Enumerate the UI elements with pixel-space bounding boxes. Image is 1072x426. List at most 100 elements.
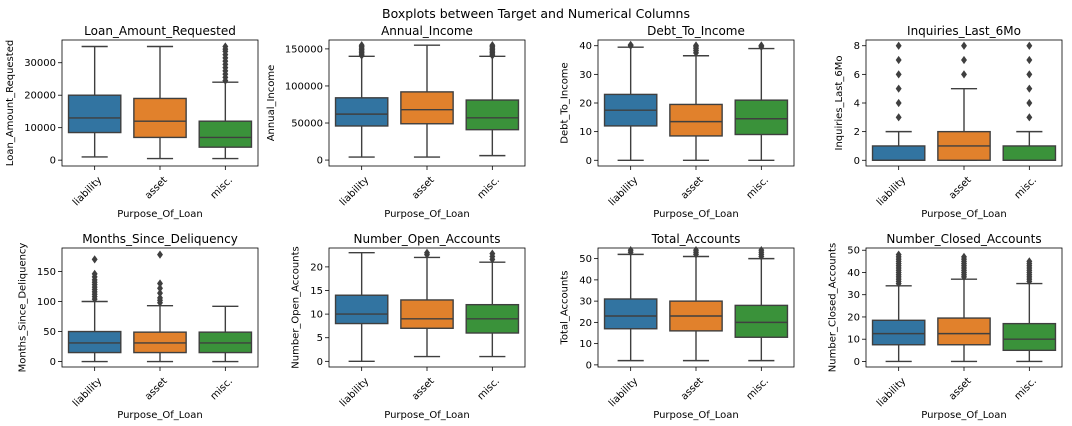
x-tick-label: misc.	[1013, 175, 1039, 201]
outlier-point	[961, 70, 967, 79]
y-axis-label: Months_Since_Deliquency	[17, 243, 28, 373]
y-tick-label: 30	[847, 290, 860, 301]
x-tick-label: liability	[875, 175, 908, 208]
y-tick-label: 20	[310, 262, 323, 273]
subplot: Loan_Amount_Requested 0 10000 20000 30000 Loa…	[5, 24, 259, 220]
outlier-point	[157, 288, 163, 298]
x-axis-label: Purpose_Of_Loan	[384, 410, 470, 421]
y-tick-label: 50	[847, 246, 860, 257]
outlier-point	[895, 41, 902, 50]
x-axis-label: Purpose_Of_Loan	[921, 410, 1007, 421]
box-asset	[133, 45, 187, 160]
box-asset	[937, 41, 991, 161]
outlier-point	[91, 269, 98, 278]
box-asset	[400, 44, 454, 158]
y-tick-label: 150000	[285, 44, 323, 55]
subplot-title: Inquiries_Last_6Mo	[907, 24, 1021, 38]
y-tick-label: 20	[579, 318, 592, 329]
y-tick-label: 20	[847, 312, 860, 323]
subplot: Total_Accounts 0 10 20 30 40 50 Total_Accountsl…	[560, 232, 795, 421]
outlier-point	[895, 113, 902, 122]
box-iqr	[133, 97, 187, 139]
outlier-point	[157, 279, 163, 288]
outlier-point	[157, 250, 163, 259]
outlier-point	[222, 42, 229, 51]
box-liability	[871, 250, 926, 363]
subplot-title: Number_Closed_Accounts	[886, 232, 1041, 246]
box-iqr	[1002, 145, 1057, 161]
box-misc.	[1002, 41, 1057, 161]
y-axis-label: Number_Open_Accounts	[291, 246, 302, 368]
y-axis-label: Annual_Income	[266, 65, 277, 142]
box-liability	[67, 45, 122, 158]
outlier-point	[627, 40, 634, 49]
box-asset	[937, 252, 991, 363]
subplot-title: Number_Open_Accounts	[354, 232, 501, 246]
y-tick-label: 0	[317, 156, 323, 167]
y-tick-label: 40	[579, 275, 592, 286]
y-tick-label: 40	[579, 41, 592, 52]
box-liability	[603, 246, 658, 362]
outlier-point	[1026, 113, 1033, 122]
x-axis-label: Purpose_Of_Loan	[653, 209, 739, 220]
subplot: Debt_To_Income 0 10 20 30 40 Debt_To_Incomelia…	[560, 24, 795, 220]
box-iqr	[400, 91, 454, 125]
outlier-point	[895, 250, 902, 259]
x-tick-label: misc.	[476, 376, 502, 402]
subplot: Number_Closed_Accounts 0 10 20 30 40 50 Number_…	[828, 232, 1063, 421]
outlier-point	[1026, 98, 1033, 108]
box-iqr	[603, 298, 658, 330]
box-iqr	[871, 145, 926, 161]
x-tick-label: misc.	[745, 175, 771, 201]
x-tick-label: asset	[143, 175, 170, 202]
box-iqr	[465, 99, 520, 131]
box-misc.	[1002, 257, 1057, 363]
outlier-point	[895, 98, 902, 108]
y-tick-label: 30	[579, 297, 592, 308]
subplot: Months_Since_Deliquency 0 50 100 150 Months_S…	[17, 232, 259, 421]
box-iqr	[937, 317, 991, 346]
y-tick-label: 0	[50, 357, 56, 368]
box-iqr	[334, 97, 389, 127]
outlier-point	[758, 246, 765, 255]
y-tick-label: 4	[854, 99, 860, 110]
y-tick-label: 30000	[24, 58, 56, 69]
box-iqr	[871, 319, 926, 346]
y-tick-label: 0	[586, 156, 592, 167]
x-axis-label: Purpose_Of_Loan	[117, 209, 203, 220]
x-axis-label: Purpose_Of_Loan	[384, 209, 470, 220]
box-iqr	[1002, 322, 1057, 352]
subplot: Annual_Income 0 50000 100000 150000 Annual_In…	[266, 24, 526, 220]
y-axis-label: Inquiries_Last_6Mo	[834, 56, 845, 151]
x-tick-label: asset	[947, 376, 974, 403]
box-liability	[67, 255, 122, 363]
x-tick-label: asset	[679, 376, 706, 403]
x-tick-label: misc.	[476, 175, 502, 201]
x-tick-label: liability	[338, 376, 371, 409]
y-tick-label: 100	[37, 297, 56, 308]
y-tick-label: 50	[43, 327, 56, 338]
y-axis-label: Number_Closed_Accounts	[828, 243, 839, 372]
x-axis-label: Purpose_Of_Loan	[921, 209, 1007, 220]
outlier-point	[961, 41, 967, 50]
box-misc.	[465, 249, 520, 358]
y-tick-label: 30	[579, 70, 592, 81]
y-tick-label: 50000	[291, 119, 323, 130]
outlier-point	[489, 249, 496, 258]
outlier-point	[1026, 257, 1033, 266]
y-tick-label: 0	[854, 156, 860, 167]
outlier-point	[1026, 55, 1033, 65]
x-tick-label: asset	[947, 175, 974, 202]
y-tick-label: 20000	[24, 91, 56, 102]
box-iqr	[734, 99, 789, 136]
outlier-point	[627, 246, 634, 255]
x-tick-label: liability	[71, 376, 104, 409]
box-misc.	[198, 42, 253, 160]
box-asset	[400, 248, 454, 358]
x-axis-label: Purpose_Of_Loan	[117, 410, 203, 421]
box-misc.	[465, 41, 520, 157]
y-axis-label: Loan_Amount_Requested	[5, 40, 16, 166]
y-tick-label: 8	[854, 41, 860, 52]
box-liability	[334, 41, 389, 158]
